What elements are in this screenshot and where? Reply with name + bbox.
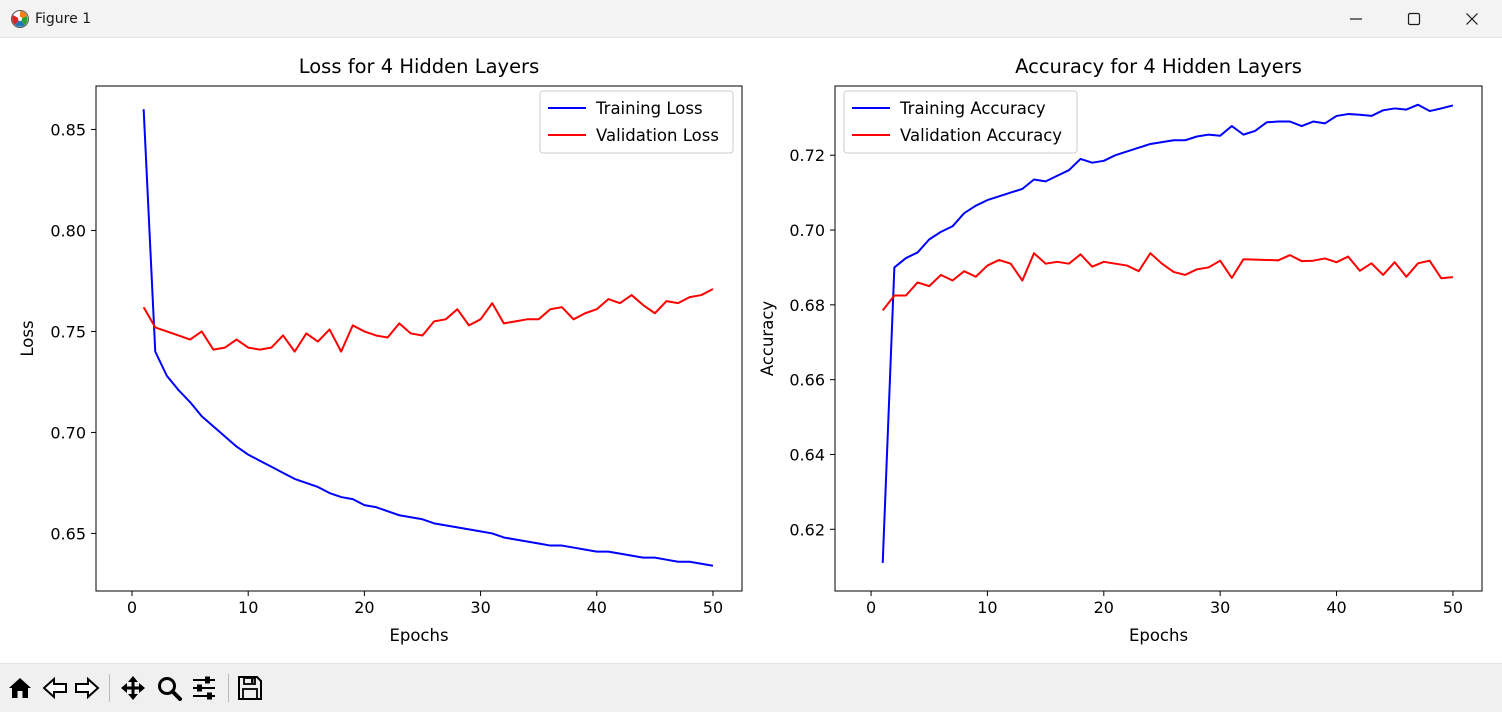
x-tick-label: 10 bbox=[977, 598, 997, 617]
chart-2: 0 10 20 30 40 50 0.62 0.64 0.66 0.68 0.70 0.72 Accur… bbox=[758, 55, 1483, 645]
x-tick-label: 50 bbox=[1443, 598, 1463, 617]
floppy-disk-icon bbox=[238, 676, 262, 700]
window-titlebar: Figure 1 bbox=[0, 0, 1502, 38]
y-tick-label: 0.85 bbox=[50, 120, 86, 139]
figure-canvas[interactable]: 0 10 20 30 40 50 0.65 0.70 0.75 0.80 0.85 Loss for … bbox=[0, 38, 1502, 663]
series-line-validation-accuracy bbox=[881, 252, 1454, 312]
x-tick-label: 20 bbox=[1094, 598, 1114, 617]
back-arrow-icon bbox=[42, 676, 67, 700]
save-button[interactable] bbox=[235, 673, 265, 703]
toolbar-separator bbox=[109, 674, 110, 702]
legend-entry: Validation Accuracy bbox=[900, 126, 1062, 145]
maximize-button[interactable] bbox=[1385, 0, 1443, 38]
x-tick-label: 30 bbox=[470, 598, 490, 617]
series-line-training-loss bbox=[142, 109, 714, 567]
chart-title: Accuracy for 4 Hidden Layers bbox=[1015, 55, 1302, 78]
y-axis-label: Loss bbox=[18, 320, 37, 356]
back-button[interactable] bbox=[40, 673, 70, 703]
axes-frame bbox=[834, 85, 1483, 592]
y-axis-label: Accuracy bbox=[758, 301, 777, 377]
x-tick-label: 0 bbox=[127, 598, 137, 617]
chart-title: Loss for 4 Hidden Layers bbox=[299, 55, 540, 78]
chart-1: 0 10 20 30 40 50 0.65 0.70 0.75 0.80 0.85 Loss for … bbox=[18, 55, 743, 645]
legend: Training Loss Validation Loss bbox=[539, 90, 734, 154]
y-tick-label: 0.62 bbox=[789, 520, 825, 539]
minimize-icon bbox=[1350, 18, 1362, 20]
forward-button[interactable] bbox=[72, 673, 102, 703]
magnifier-icon bbox=[158, 677, 182, 701]
x-tick-label: 20 bbox=[354, 598, 374, 617]
y-tick-label: 0.70 bbox=[789, 221, 825, 240]
legend-entry: Training Loss bbox=[595, 99, 703, 118]
y-tick-label: 0.75 bbox=[50, 322, 86, 341]
move-arrows-icon bbox=[121, 676, 145, 700]
window-title: Figure 1 bbox=[35, 11, 92, 27]
close-icon bbox=[1466, 13, 1478, 25]
x-tick-label: 10 bbox=[238, 598, 258, 617]
legend-box bbox=[843, 90, 1078, 154]
y-tick-label: 0.68 bbox=[789, 296, 825, 315]
axes-frame bbox=[95, 85, 743, 592]
forward-arrow-icon bbox=[75, 676, 100, 700]
series-line-validation-loss bbox=[142, 288, 714, 353]
configure-subplots-button[interactable] bbox=[189, 673, 219, 703]
toolbar-separator bbox=[228, 674, 229, 702]
home-button[interactable] bbox=[5, 673, 35, 703]
y-tick-label: 0.64 bbox=[789, 445, 825, 464]
legend-box bbox=[539, 90, 734, 154]
legend-entry: Validation Loss bbox=[596, 126, 719, 145]
y-tick-label: 0.66 bbox=[789, 371, 825, 390]
figure-svg: 0 10 20 30 40 50 0.65 0.70 0.75 0.80 0.85 Loss for … bbox=[18, 55, 1483, 645]
x-tick-label: 0 bbox=[866, 598, 876, 617]
x-tick-label: 50 bbox=[703, 598, 723, 617]
maximize-icon bbox=[1407, 12, 1421, 26]
close-button[interactable] bbox=[1443, 0, 1501, 38]
legend: Training Accuracy Validation Accuracy bbox=[843, 90, 1078, 154]
zoom-button[interactable] bbox=[154, 673, 184, 703]
y-tick-label: 0.70 bbox=[50, 423, 86, 442]
x-axis-label: Epochs bbox=[1129, 626, 1188, 645]
sliders-icon bbox=[193, 676, 215, 700]
x-tick-label: 30 bbox=[1210, 598, 1230, 617]
home-icon bbox=[9, 678, 31, 698]
y-tick-label: 0.80 bbox=[50, 221, 86, 240]
navigation-toolbar bbox=[0, 663, 1502, 712]
x-tick-label: 40 bbox=[587, 598, 607, 617]
matplotlib-logo-icon bbox=[10, 9, 30, 29]
pan-button[interactable] bbox=[118, 673, 148, 703]
y-tick-label: 0.72 bbox=[789, 146, 825, 165]
series-line-training-accuracy bbox=[881, 103, 1454, 563]
minimize-button[interactable] bbox=[1327, 0, 1385, 38]
legend-entry: Training Accuracy bbox=[899, 99, 1046, 118]
x-axis-label: Epochs bbox=[389, 626, 448, 645]
x-tick-label: 40 bbox=[1326, 598, 1346, 617]
y-tick-label: 0.65 bbox=[50, 524, 86, 543]
